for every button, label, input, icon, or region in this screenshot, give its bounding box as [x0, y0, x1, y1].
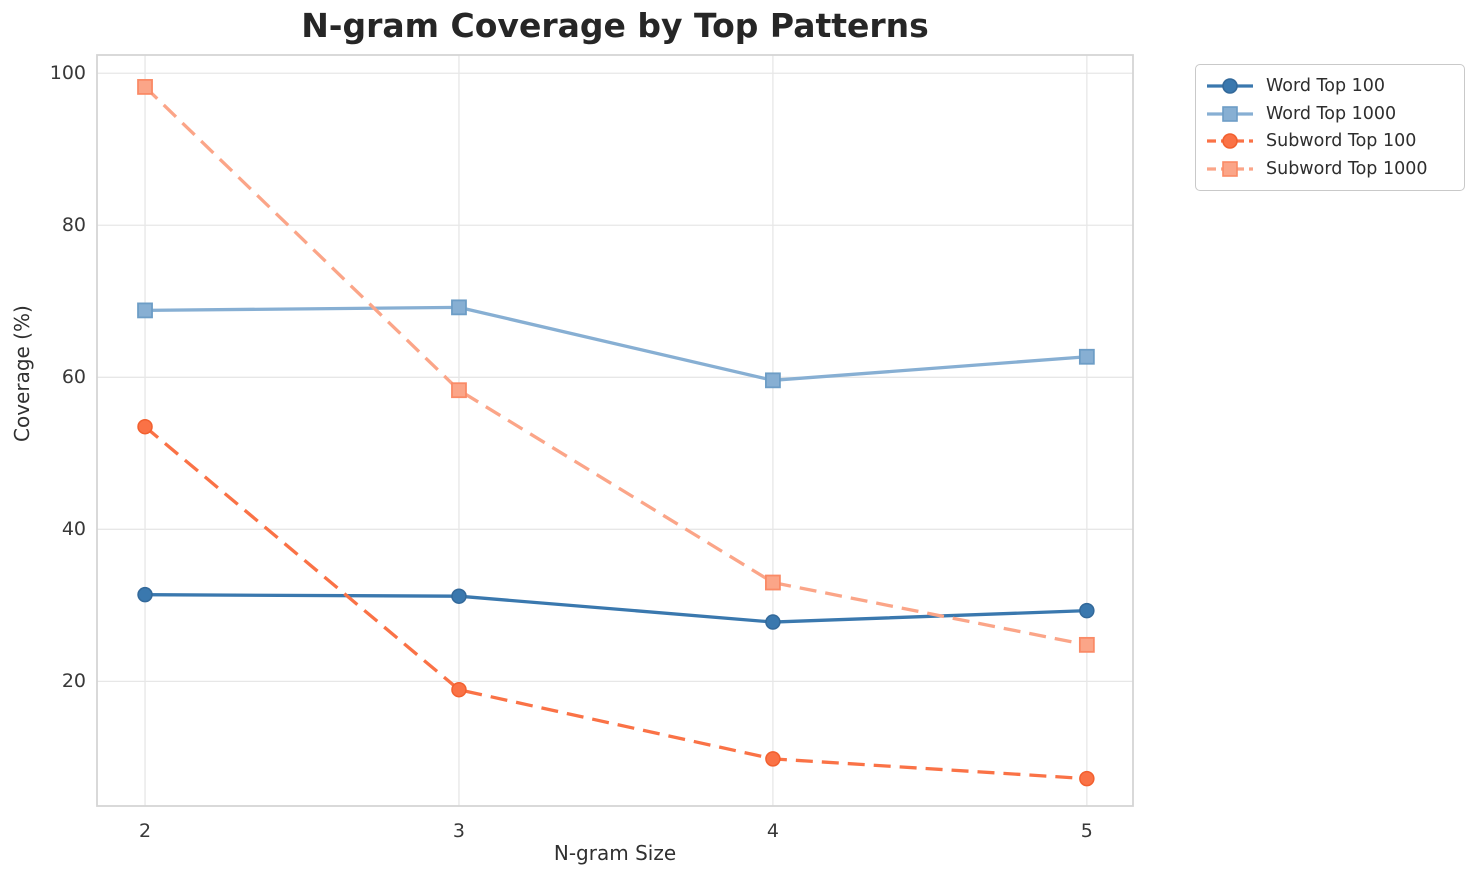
legend-label: Word Top 100	[1266, 75, 1386, 96]
legend-item: Word Top 1000	[1206, 100, 1452, 128]
legend-label: Subword Top 100	[1266, 131, 1417, 152]
x-tick-label: 5	[1080, 820, 1093, 842]
series-line-word-top-100	[145, 593, 1087, 624]
series-marker-circle	[451, 681, 467, 698]
series-marker-square	[1078, 348, 1095, 365]
y-axis-label: Coverage (%)	[10, 305, 34, 442]
legend-item: Subword Top 1000	[1206, 155, 1452, 183]
chart-title: N-gram Coverage by Top Patterns	[301, 6, 929, 45]
legend: Word Top 100 Word Top 1000 Subword Top 100…	[1195, 64, 1465, 191]
series-marker-square	[137, 79, 153, 95]
legend-swatch-circle-icon	[1207, 133, 1253, 150]
series-marker-square	[137, 302, 153, 319]
series-marker-square	[451, 299, 467, 316]
series-marker-square	[451, 382, 467, 399]
x-tick-label: 4	[766, 820, 779, 842]
legend-item: Word Top 100	[1206, 72, 1452, 100]
series-marker-circle	[1079, 770, 1095, 787]
legend-swatch-square-icon	[1207, 161, 1253, 177]
series-line-subword-top-100	[143, 425, 1087, 781]
x-tick-label: 2	[138, 820, 152, 842]
x-axis-label: N-gram Size	[553, 841, 677, 865]
y-tick-label: 100	[49, 62, 86, 85]
series-marker-circle	[137, 586, 153, 603]
y-tick-label: 60	[61, 366, 86, 389]
y-tick-label: 20	[61, 670, 86, 693]
x-tick-label: 3	[452, 820, 466, 842]
series-marker-circle	[137, 418, 153, 435]
series-marker-circle	[451, 588, 467, 604]
series-marker-circle	[1079, 602, 1095, 619]
legend-label: Subword Top 1000	[1266, 159, 1428, 180]
legend-swatch-square-icon	[1207, 105, 1253, 122]
series-marker-circle	[765, 614, 781, 630]
y-tick-label: 80	[61, 214, 86, 237]
series-marker-square	[1078, 636, 1095, 653]
y-tick-label: 40	[61, 518, 86, 541]
series-line-word-top-1000	[145, 305, 1087, 382]
series-marker-square	[765, 574, 781, 591]
plot-border	[96, 54, 1134, 807]
series-marker-circle	[765, 751, 781, 767]
legend-swatch-circle-icon	[1207, 78, 1253, 94]
series-marker-square	[765, 372, 781, 389]
series-line-subword-top-1000	[143, 85, 1088, 647]
legend-label: Word Top 1000	[1266, 103, 1397, 124]
legend-item: Subword Top 100	[1206, 128, 1452, 156]
